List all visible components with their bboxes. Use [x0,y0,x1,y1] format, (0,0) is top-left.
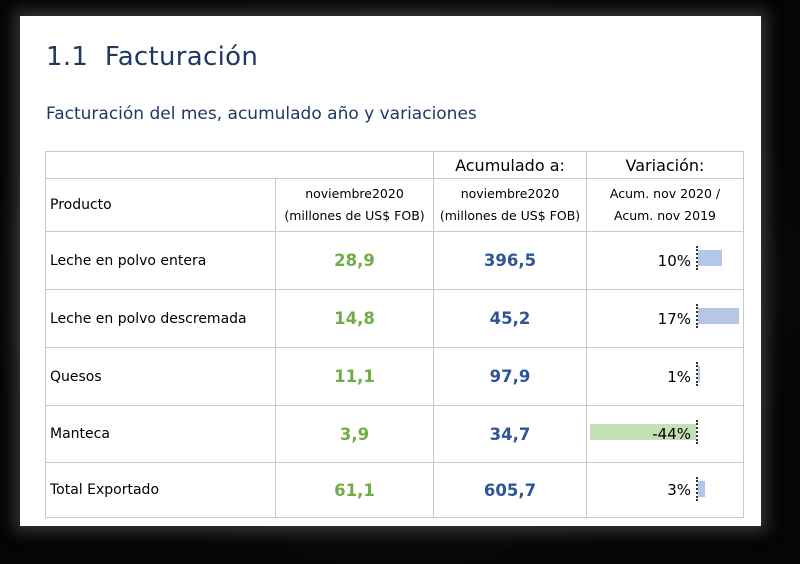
header-acum: noviembre2020 (millones de US$ FOB) [433,178,587,232]
cell-producto: Quesos [45,347,276,406]
table-row: Leche en polvo descremada 14,8 45,2 17% [45,289,744,348]
variation-bar-positive [698,366,701,382]
header-mes-line1: noviembre2020 [305,186,404,201]
header-blank-cell [45,151,434,179]
cell-producto: Total Exportado [45,462,276,518]
variation-bar-positive [698,308,739,324]
header-mes: noviembre2020 (millones de US$ FOB) [275,178,434,232]
header-var-line1: Acum. nov 2020 / [609,186,721,201]
table-row: Manteca 3,9 34,7 -44% [45,405,744,463]
table-body: Leche en polvo entera 28,9 396,5 10% Leche e… [45,231,744,518]
cell-acumulado-value: 605,7 [433,462,587,518]
cell-acumulado-value: 97,9 [433,347,587,406]
variation-percent: 10% [657,251,691,270]
section-number: 1.1 [46,42,89,72]
table-row: Leche en polvo entera 28,9 396,5 10% [45,231,744,290]
cell-variacion: 10% [586,231,744,290]
variation-bar-positive [698,481,706,497]
document-page: 1.1 Facturación Facturación del mes, acu… [20,16,761,526]
cell-variacion: -44% [586,405,744,463]
variation-zero-axis [696,246,698,270]
header-acum-line2: (millones de US$ FOB) [439,208,581,223]
cell-mes-value: 14,8 [275,289,434,348]
header-acum-line1: noviembre2020 [460,186,560,201]
table-row: Total Exportado 61,1 605,7 3% [45,462,744,518]
cell-variacion: 1% [586,347,744,406]
section-heading: 1.1 Facturación [46,42,258,72]
variation-zero-axis [696,362,698,386]
cell-producto: Manteca [45,405,276,463]
variation-zero-axis [696,420,698,444]
cell-mes-value: 61,1 [275,462,434,518]
cell-producto: Leche en polvo entera [45,231,276,290]
header-variacion: Variación: [586,151,744,179]
section-title: Facturación [104,42,259,72]
cell-mes-value: 28,9 [275,231,434,290]
header-row-top: Acumulado a: Variación: [45,151,744,179]
header-producto: Producto [45,178,276,232]
cell-producto: Leche en polvo descremada [45,289,276,348]
variation-bar-positive [698,250,722,266]
table-row: Quesos 11,1 97,9 1% [45,347,744,406]
cell-variacion: 17% [586,289,744,348]
variation-percent: 3% [667,481,691,499]
variation-percent: 17% [657,309,691,328]
cell-acumulado-value: 34,7 [433,405,587,463]
variation-percent: -44% [652,425,691,443]
cell-mes-value: 11,1 [275,347,434,406]
header-var-line2: Acum. nov 2019 [613,208,716,223]
variation-zero-axis [696,304,698,328]
table-subtitle: Facturación del mes, acumulado año y var… [46,104,477,124]
header-mes-line2: (millones de US$ FOB) [284,208,425,223]
cell-acumulado-value: 396,5 [433,231,587,290]
variation-zero-axis [696,477,698,501]
header-var: Acum. nov 2020 / Acum. nov 2019 [586,178,744,232]
header-row-bottom: Producto noviembre2020 (millones de US$ … [45,178,744,232]
variation-percent: 1% [667,367,691,386]
variation-bar-negative [590,424,696,440]
cell-mes-value: 3,9 [275,405,434,463]
cell-acumulado-value: 45,2 [433,289,587,348]
billing-table: Acumulado a: Variación: Producto noviemb… [45,151,744,518]
cell-variacion: 3% [586,462,744,518]
header-acumulado: Acumulado a: [433,151,587,179]
